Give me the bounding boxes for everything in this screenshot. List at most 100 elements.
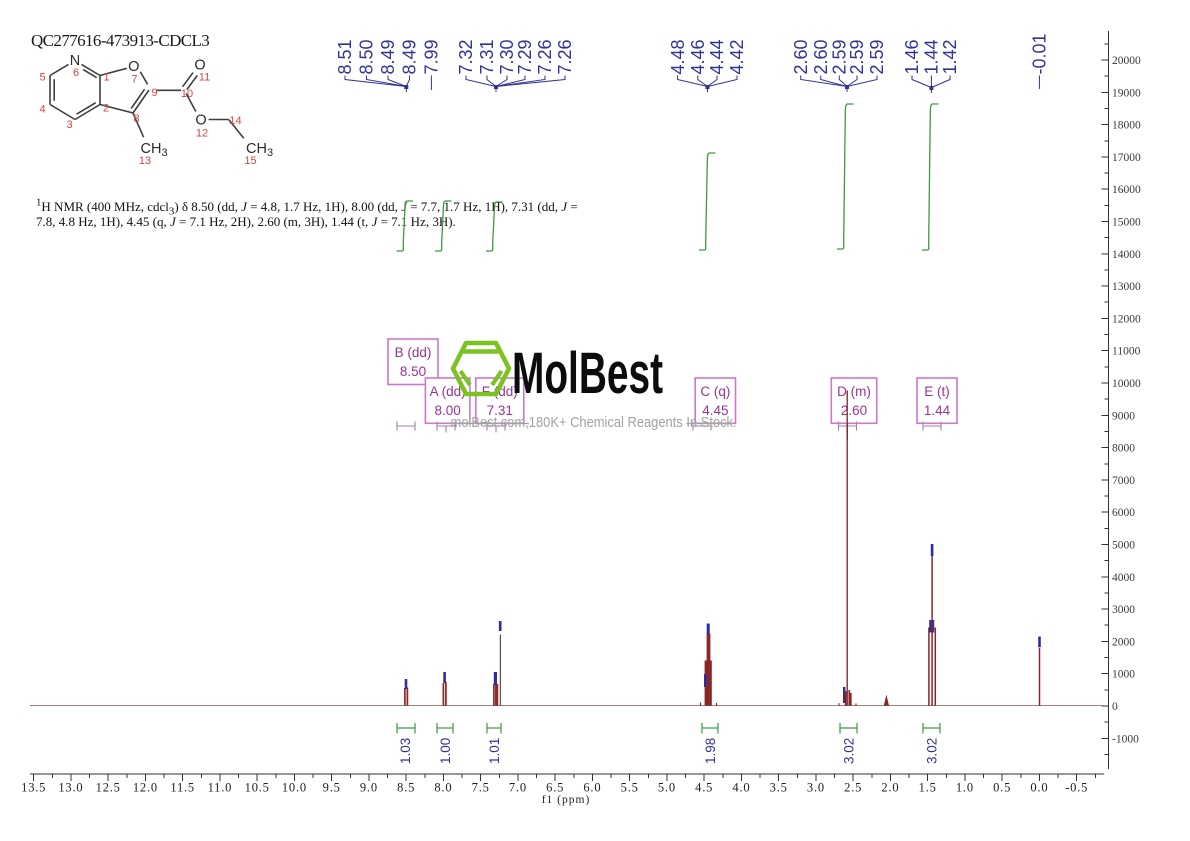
svg-text:5: 5 <box>39 72 45 84</box>
svg-text:O: O <box>128 59 139 75</box>
svg-text:7.26: 7.26 <box>555 39 575 74</box>
svg-text:14: 14 <box>229 115 241 127</box>
svg-text:2.60: 2.60 <box>811 39 831 74</box>
svg-text:3.02: 3.02 <box>841 738 856 764</box>
svg-text:4.44: 4.44 <box>707 39 727 74</box>
svg-text:8.51: 8.51 <box>335 39 355 74</box>
svg-text:16000: 16000 <box>1112 184 1141 196</box>
svg-text:4.42: 4.42 <box>727 39 747 74</box>
svg-text:6000: 6000 <box>1112 507 1135 519</box>
svg-text:1.03: 1.03 <box>398 738 413 764</box>
svg-text:7.30: 7.30 <box>497 39 517 74</box>
svg-text:f1 (ppm): f1 (ppm) <box>542 794 591 806</box>
svg-text:4.48: 4.48 <box>668 39 688 74</box>
svg-text:B (dd): B (dd) <box>395 345 432 360</box>
svg-text:1.01: 1.01 <box>487 738 502 764</box>
svg-text:7.29: 7.29 <box>515 39 535 74</box>
svg-text:11000: 11000 <box>1112 346 1141 358</box>
svg-text:1.0: 1.0 <box>956 781 974 795</box>
svg-text:7000: 7000 <box>1112 475 1135 487</box>
svg-text:4.46: 4.46 <box>688 39 708 74</box>
svg-text:4.45: 4.45 <box>702 403 728 418</box>
svg-text:8.0: 8.0 <box>434 781 452 795</box>
svg-text:18000: 18000 <box>1112 120 1141 132</box>
svg-text:7.26: 7.26 <box>535 39 555 74</box>
svg-text:13000: 13000 <box>1112 281 1141 293</box>
svg-text:2.5: 2.5 <box>844 781 862 795</box>
svg-text:7.31: 7.31 <box>477 39 497 74</box>
svg-text:3000: 3000 <box>1112 604 1135 616</box>
svg-text:1.46: 1.46 <box>902 39 922 74</box>
svg-text:7.31: 7.31 <box>487 403 513 418</box>
svg-text:8.5: 8.5 <box>397 781 415 795</box>
svg-text:2.60: 2.60 <box>791 39 811 74</box>
svg-text:5.5: 5.5 <box>621 781 639 795</box>
svg-text:2.59: 2.59 <box>847 39 867 74</box>
svg-text:8.50: 8.50 <box>400 364 426 379</box>
svg-text:2.0: 2.0 <box>881 781 899 795</box>
svg-text:9: 9 <box>151 87 157 99</box>
svg-text:A (dd): A (dd) <box>430 384 466 399</box>
svg-text:12.0: 12.0 <box>133 781 158 795</box>
svg-text:12000: 12000 <box>1112 313 1141 325</box>
svg-text:6.5: 6.5 <box>546 781 564 795</box>
svg-text:3: 3 <box>66 119 72 131</box>
svg-text:9.0: 9.0 <box>360 781 378 795</box>
svg-text:C (q): C (q) <box>700 384 730 399</box>
svg-text:8.49: 8.49 <box>400 39 420 74</box>
svg-text:-1000: -1000 <box>1112 733 1139 745</box>
svg-text:8.50: 8.50 <box>357 39 377 74</box>
svg-text:1.00: 1.00 <box>438 738 453 764</box>
svg-text:1.44: 1.44 <box>922 39 942 74</box>
svg-text:3.0: 3.0 <box>807 781 825 795</box>
svg-text:2.59: 2.59 <box>830 39 850 74</box>
svg-text:D (m): D (m) <box>837 384 871 399</box>
svg-text:10000: 10000 <box>1112 378 1141 390</box>
svg-text:N: N <box>70 53 80 69</box>
svg-text:8.49: 8.49 <box>378 39 398 74</box>
svg-text:5.0: 5.0 <box>658 781 676 795</box>
svg-text:0.5: 0.5 <box>993 781 1011 795</box>
svg-text:10: 10 <box>181 88 193 100</box>
svg-text:2.59: 2.59 <box>867 39 887 74</box>
svg-text:6.0: 6.0 <box>583 781 601 795</box>
svg-text:4000: 4000 <box>1112 572 1135 584</box>
svg-text:E (t): E (t) <box>924 384 950 399</box>
svg-text:1000: 1000 <box>1112 669 1135 681</box>
svg-text:1.42: 1.42 <box>940 39 960 74</box>
svg-text:13.5: 13.5 <box>21 781 46 795</box>
svg-text:3.5: 3.5 <box>770 781 788 795</box>
svg-text:-0.5: -0.5 <box>1065 781 1088 795</box>
svg-text:3.02: 3.02 <box>924 738 939 764</box>
svg-text:5000: 5000 <box>1112 540 1135 552</box>
svg-text:CH3: CH3 <box>141 141 168 159</box>
svg-text:O: O <box>194 57 205 73</box>
svg-text:12: 12 <box>196 128 208 140</box>
svg-text:8: 8 <box>133 113 139 125</box>
svg-text:1: 1 <box>103 72 109 84</box>
svg-text:12.5: 12.5 <box>96 781 121 795</box>
svg-text:8.00: 8.00 <box>434 403 460 418</box>
svg-text:0: 0 <box>1112 701 1118 713</box>
svg-text:11: 11 <box>199 72 210 84</box>
svg-text:2: 2 <box>103 103 109 115</box>
svg-text:0.0: 0.0 <box>1030 781 1048 795</box>
svg-text:10.0: 10.0 <box>282 781 307 795</box>
svg-text:7.99: 7.99 <box>422 39 442 74</box>
svg-text:13: 13 <box>139 155 151 167</box>
svg-text:14000: 14000 <box>1112 249 1141 261</box>
svg-text:11.5: 11.5 <box>170 781 195 795</box>
svg-text:7: 7 <box>131 74 137 86</box>
svg-text:4.0: 4.0 <box>732 781 750 795</box>
svg-text:17000: 17000 <box>1112 152 1141 164</box>
svg-text:2.60: 2.60 <box>841 403 867 418</box>
svg-text:molBest.com,180K+ Chemical Rea: molBest.com,180K+ Chemical Reagents In S… <box>451 414 737 431</box>
svg-text:8000: 8000 <box>1112 443 1135 455</box>
svg-text:7.32: 7.32 <box>456 39 476 74</box>
svg-text:9000: 9000 <box>1112 410 1135 422</box>
svg-text:MolBest: MolBest <box>512 341 663 406</box>
svg-text:4: 4 <box>39 104 45 116</box>
svg-text:7.0: 7.0 <box>509 781 527 795</box>
svg-text:9.5: 9.5 <box>323 781 341 795</box>
svg-text:4.5: 4.5 <box>695 781 713 795</box>
